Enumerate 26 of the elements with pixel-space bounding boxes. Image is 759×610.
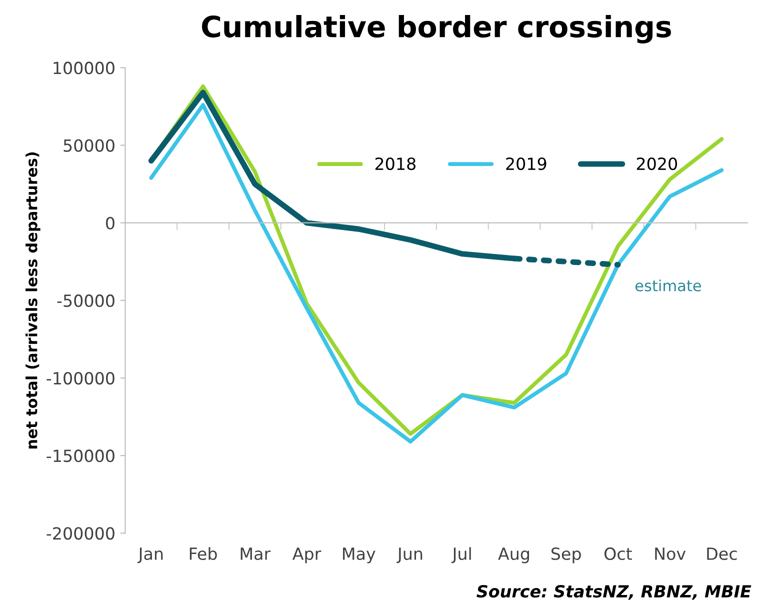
x-tick-label: Jan — [137, 548, 163, 564]
x-tick-label: Jul — [451, 547, 471, 564]
y-axis-title: net total (arrivals less departures) — [26, 152, 40, 448]
y-tick-label: -150000 — [46, 450, 114, 462]
y-tick-label: 0 — [106, 216, 114, 230]
x-tick-label: May — [343, 548, 376, 564]
x-tick-label: Dec — [707, 548, 737, 560]
chart-title: Cumulative border crossings — [202, 14, 671, 44]
x-tick-label: Oct — [604, 547, 632, 560]
y-tick-label: -100000 — [46, 372, 114, 385]
x-tick-label: Nov — [655, 548, 686, 560]
y-tick-label: 50000 — [64, 139, 114, 152]
y-tick-label: 100000 — [54, 62, 114, 74]
y-tick-label: -200000 — [46, 527, 114, 540]
x-tick-label: Mar — [240, 548, 271, 560]
legend-label: 2019 — [506, 157, 546, 170]
annotation: estimate — [635, 280, 702, 292]
y-tick-label: -50000 — [57, 294, 114, 307]
x-tick-label: Sep — [551, 547, 581, 564]
legend-label: 2020 — [636, 157, 678, 170]
x-tick-label: Feb — [190, 547, 217, 560]
legend-label: 2018 — [375, 157, 416, 170]
source-note: Source: StatsNZ, RBNZ, MBIE — [476, 585, 752, 600]
x-tick-label: Apr — [292, 548, 322, 564]
x-tick-label: Aug — [498, 548, 529, 564]
x-tick-label: Jun — [396, 548, 422, 564]
